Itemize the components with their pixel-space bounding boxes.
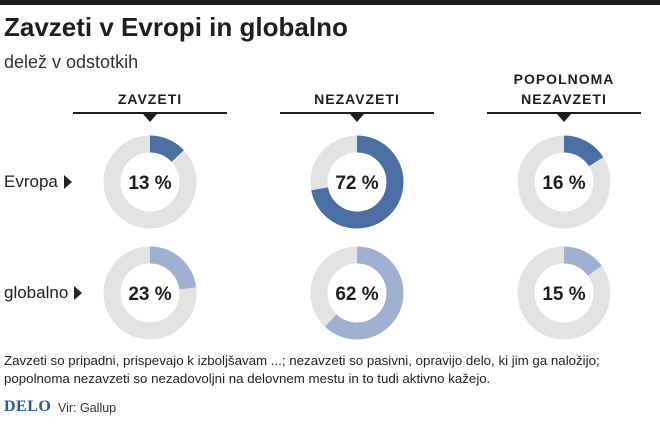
donut-slice-evropa-nezavzeti [310,135,404,229]
donut-slice-evropa-popolnoma-nezavzeti [517,135,611,229]
source-credit: Vir: Gallup [58,401,117,415]
donut-slice-globalno-nezavzeti [310,246,404,340]
donut-slice-evropa-zavzeti [103,135,197,229]
column-arrow-not-engaged [350,114,364,122]
donut-chart-grid: 13 % 72 % 16 % 23 % 62 % 15 % [103,135,611,340]
chart-title: Zavzeti v Evropi in globalno [4,12,348,42]
footnote: Zavzeti so pripadni, prispevajo k izbolj… [4,353,600,386]
column-header-not-engaged: NEZAVZETI [314,91,400,107]
column-header-engaged: ZAVZETI [117,91,183,107]
donut-label-globalno-nezavzeti: 62 % [335,284,378,305]
donut-slice-globalno-zavzeti [103,246,197,340]
row-arrow-icon [74,286,83,300]
donut-label-evropa-zavzeti: 13 % [128,173,171,194]
chart-subtitle: delež v odstotkih [4,52,139,72]
column-arrow-engaged [143,114,157,122]
column-rule-engaged [73,112,227,114]
row-label-globalno: globalno [4,283,83,303]
column-header-actively-disengaged: POPOLNOMA NEZAVZETI [513,71,615,107]
row-arrow-icon [63,175,72,189]
row-label-evropa: Evropa [4,172,72,192]
top-rule [0,0,660,5]
donut-slice-globalno-popolnoma-nezavzeti [517,246,611,340]
donut-label-globalno-popolnoma-nezavzeti: 15 % [542,284,585,305]
donut-label-globalno-zavzeti: 23 % [128,284,171,305]
column-rule-actively-disengaged [487,112,641,114]
donut-label-evropa-nezavzeti: 72 % [335,173,378,194]
donut-label-evropa-popolnoma-nezavzeti: 16 % [542,173,585,194]
column-arrow-actively-disengaged [557,114,571,122]
delo-logo: DELO [4,398,52,415]
column-rule-not-engaged [280,112,434,114]
